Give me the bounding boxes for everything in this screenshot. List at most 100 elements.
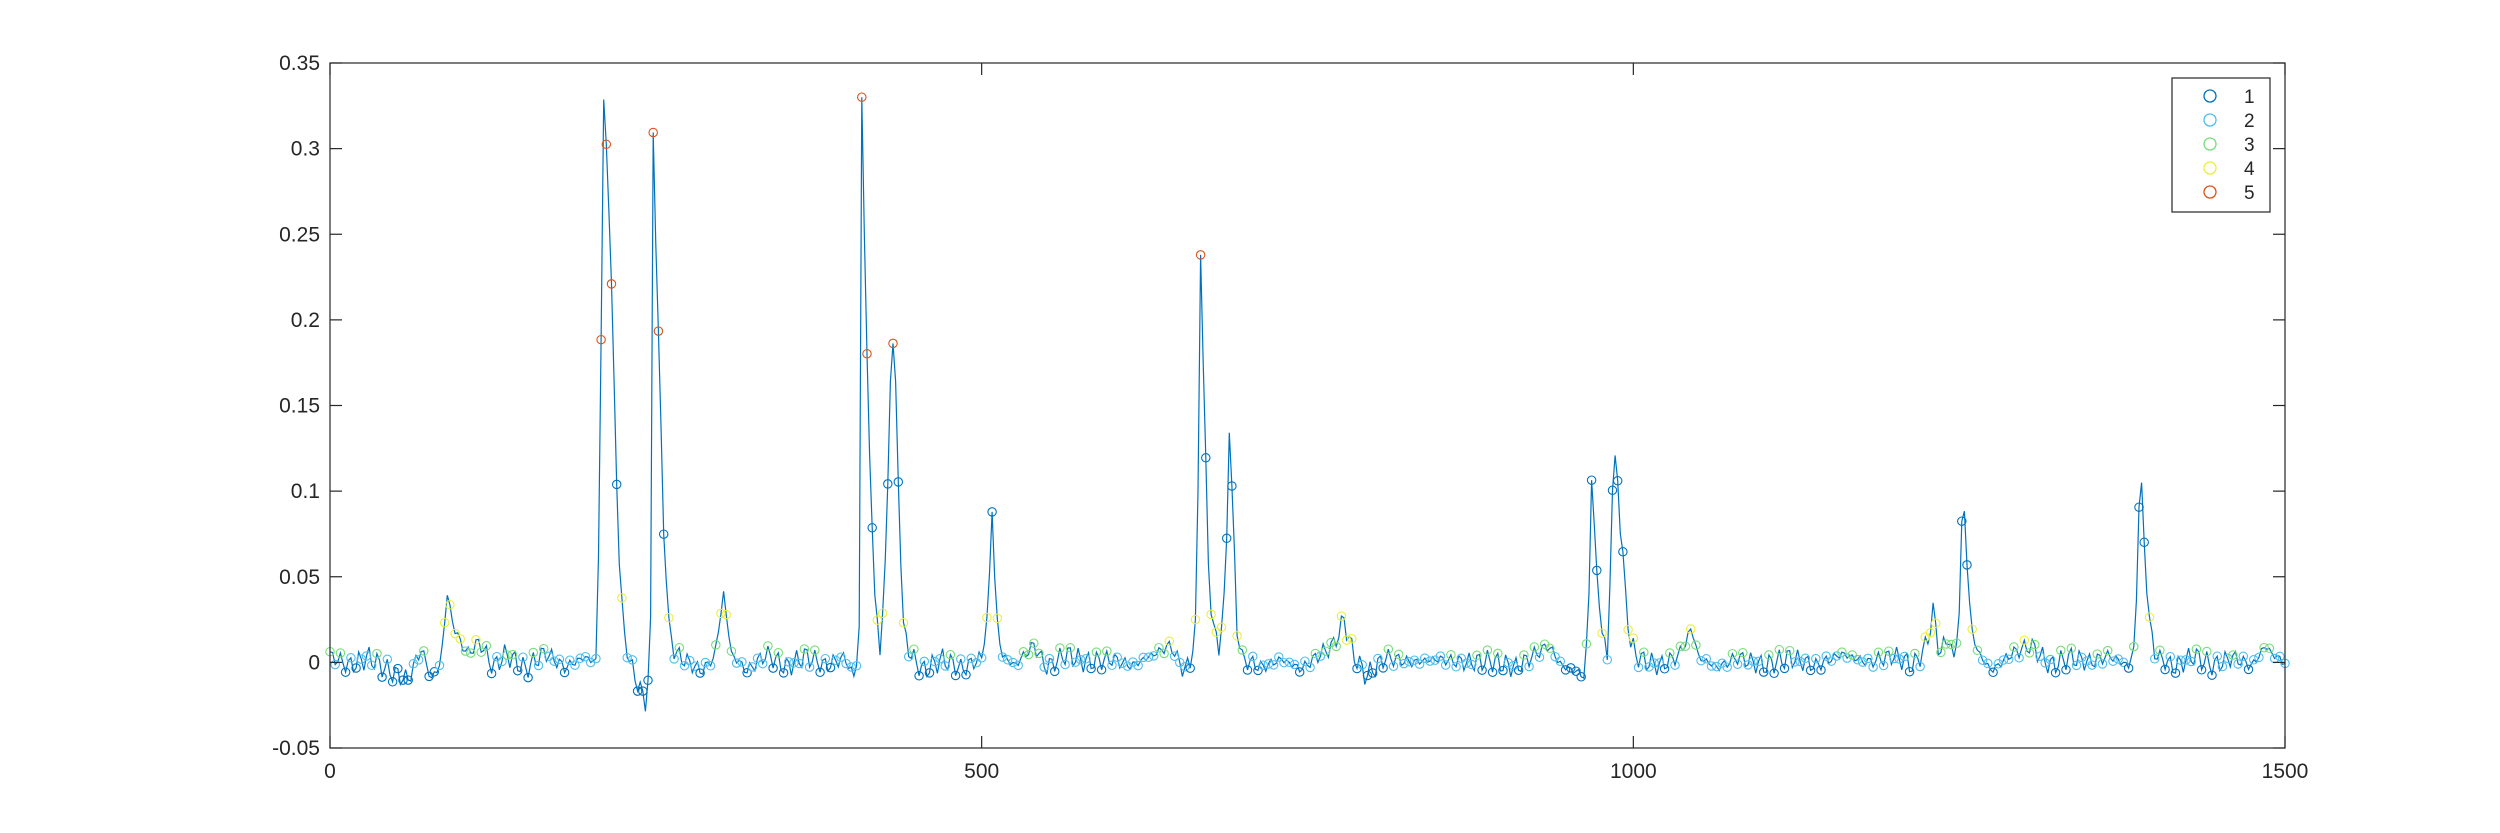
data-point [2024,648,2035,658]
data-point [1602,655,1613,665]
data-point [1884,646,1894,656]
data-point [486,668,497,679]
data-point [1034,648,1044,659]
data-point [898,618,909,628]
data-point [820,653,831,664]
data-point [1138,652,1149,663]
data-point [1873,647,1884,658]
data-point [737,657,747,667]
data-point [2181,655,2191,665]
data-point [1477,665,1487,675]
data-point [1576,672,1586,682]
data-point [533,660,544,671]
data-point [893,477,904,487]
data-point [1623,624,1633,635]
data-point [1805,665,1816,676]
data-point [2134,502,2144,512]
data-point [387,677,398,687]
data-point [1941,639,1951,649]
data-point [1164,636,1175,647]
data-point [575,653,585,664]
data-point [1936,647,1946,658]
data-point [1055,643,1065,653]
data-point [1373,653,1383,664]
data-point [914,671,924,681]
data-point [2248,655,2259,665]
data-point [1863,653,1873,664]
data-point [825,662,836,673]
data-point [690,661,700,671]
data-point [2061,665,2071,675]
data-point [1842,653,1852,663]
data-point [1081,654,1091,664]
data-point [2155,645,2165,656]
data-point [1816,665,1826,675]
data-point [1195,250,1206,260]
data-point [335,648,346,658]
data-point [872,615,883,625]
data-point [2113,654,2123,664]
legend-label: 5 [2244,183,2255,204]
data-point [1263,659,1274,669]
data-point [1091,647,1102,657]
data-point [1008,657,1018,668]
data-point [372,648,382,659]
data-point [1075,654,1086,665]
data-point [2030,639,2040,650]
data-point [1597,628,1607,638]
data-point [2207,670,2217,680]
data-point [2003,654,2014,665]
data-point [1253,665,1263,676]
data-point [2275,651,2285,662]
data-point [846,662,857,672]
data-point [2102,645,2113,656]
data-point [888,338,898,349]
data-point [1388,661,1399,672]
data-point [1957,516,1967,526]
data-point [1795,656,1805,667]
data-point [1117,658,1128,668]
x-tick-label: 1000 [1610,760,1657,783]
data-point [752,653,763,664]
data-point [815,667,825,678]
data-point [2123,663,2134,673]
data-point [1237,645,1248,655]
data-point [763,641,773,651]
data-point [1555,656,1566,667]
data-point [1472,650,1482,661]
data-point [2040,658,2050,668]
data-point [1310,648,1321,659]
data-point [950,670,961,681]
legend-label: 3 [2244,135,2255,156]
data-point [1320,646,1331,656]
data-point [705,661,716,671]
data-point [2009,642,2019,652]
data-point [1393,649,1404,660]
data-point [1336,611,1347,621]
data-point [1206,609,1216,620]
data-point [591,653,601,664]
data-point [1967,624,1977,634]
data-point [450,628,460,639]
data-point [2175,655,2186,665]
legend-box [2171,77,2271,213]
data-point [768,663,778,673]
data-point [1216,622,1227,633]
data-point [653,326,664,336]
data-point [1029,638,1039,648]
data-point [945,649,956,660]
data-point [1044,653,1055,664]
data-point [460,646,471,656]
data-point [596,334,606,345]
data-point [935,653,945,664]
data-point [382,654,393,665]
data-point [1930,618,1941,629]
data-point [466,648,476,658]
data-point [544,651,554,662]
data-point [1899,651,1910,662]
data-point [669,654,679,664]
data-point [1112,652,1122,663]
data-point [1482,645,1493,655]
data-point [909,644,919,654]
data-point [1748,656,1758,667]
